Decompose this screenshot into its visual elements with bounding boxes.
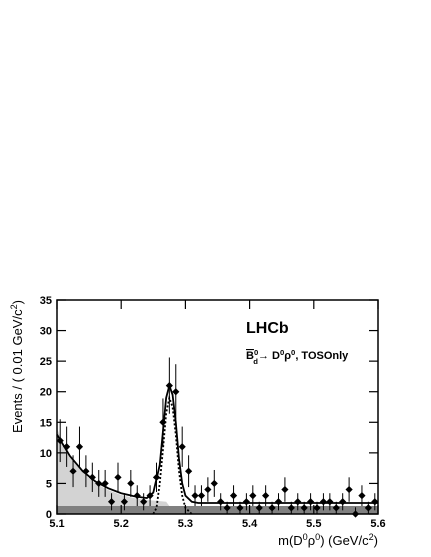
data-point xyxy=(268,504,276,512)
plot-frame xyxy=(56,299,379,515)
data-point xyxy=(204,485,212,494)
data-point xyxy=(223,504,231,512)
data-point xyxy=(152,473,161,481)
data-point xyxy=(326,498,334,506)
label-part: , TOSOnly xyxy=(295,350,349,362)
data-point xyxy=(88,473,96,481)
data-point xyxy=(120,498,129,506)
background-area xyxy=(57,428,170,514)
label-part: 0 xyxy=(291,348,295,357)
data-point xyxy=(319,498,328,506)
y-tick-label: 0 xyxy=(46,509,52,521)
x-tick-label: 5.1 xyxy=(49,518,64,530)
data-point xyxy=(249,492,257,500)
data-point xyxy=(262,492,270,500)
data-point xyxy=(101,479,109,488)
y-tick-label: 15 xyxy=(40,417,52,429)
data-point xyxy=(294,498,302,506)
data-point xyxy=(371,498,379,506)
data-point xyxy=(82,467,90,475)
data-point xyxy=(56,437,64,445)
label-part: 2 xyxy=(369,532,374,542)
data-point xyxy=(63,443,71,451)
data-point xyxy=(197,492,206,500)
data-point xyxy=(95,479,103,488)
x-tick-label: 5.4 xyxy=(242,518,258,530)
data-point xyxy=(255,504,263,512)
x-tick-label: 5.2 xyxy=(114,518,129,530)
data-point xyxy=(165,382,173,390)
x-axis-title: m(D0ρ0) (GeV/c2) xyxy=(278,532,378,548)
data-point xyxy=(159,418,167,426)
label-part: B xyxy=(246,350,254,362)
label-part: ) (GeV/c xyxy=(320,533,369,548)
label-part: ) xyxy=(374,533,378,548)
label-part: ) xyxy=(10,300,25,304)
data-point xyxy=(229,492,238,500)
data-point xyxy=(313,504,321,512)
label-part: d xyxy=(253,357,258,366)
data-point xyxy=(236,504,244,512)
data-point xyxy=(287,504,295,512)
label-part: Events / ( 0.01 GeV/c xyxy=(10,309,25,433)
data-point xyxy=(185,467,193,475)
data-point xyxy=(242,498,250,506)
data-point xyxy=(339,498,347,506)
label-part: ρ xyxy=(308,533,315,548)
x-tick-label: 5.5 xyxy=(306,518,321,530)
y-axis-title: Events / ( 0.01 GeV/c2) xyxy=(9,300,25,433)
data-point xyxy=(364,504,372,512)
y-tick-label: 20 xyxy=(40,387,52,399)
data-point xyxy=(345,485,353,494)
data-point xyxy=(210,479,218,488)
y-tick-label: 30 xyxy=(40,326,52,338)
data-point xyxy=(217,498,225,506)
data-point xyxy=(75,443,84,451)
y-tick-label: 5 xyxy=(46,478,52,490)
data-point xyxy=(114,473,122,481)
data-point xyxy=(172,388,180,396)
data-point xyxy=(127,479,135,488)
label-part: 2 xyxy=(9,304,19,309)
data-point xyxy=(358,492,366,500)
data-point xyxy=(178,443,186,451)
y-tick-label: 25 xyxy=(40,356,52,368)
data-point xyxy=(69,467,77,475)
label-part: → D xyxy=(258,350,280,362)
label-part: ρ xyxy=(284,350,291,362)
label-part: 0 xyxy=(303,532,308,542)
data-point xyxy=(133,492,141,500)
label-part: 0 xyxy=(280,348,284,357)
y-tick-label: 35 xyxy=(40,295,52,307)
label-part: 0 xyxy=(254,348,258,357)
data-point xyxy=(191,492,199,500)
x-tick-label: 5.3 xyxy=(178,518,193,530)
data-point xyxy=(332,504,340,512)
x-tick-label: 5.6 xyxy=(370,518,385,530)
data-point xyxy=(146,492,154,500)
data-point xyxy=(306,498,315,506)
experiment-label: LHCb xyxy=(246,320,289,337)
label-part: 0 xyxy=(315,532,320,542)
label-part: m(D xyxy=(278,533,303,548)
data-point xyxy=(274,498,283,506)
data-point xyxy=(140,498,148,506)
data-point xyxy=(281,485,289,494)
data-point xyxy=(107,498,116,506)
data-point xyxy=(300,504,308,512)
y-tick-label: 10 xyxy=(40,448,52,460)
decay-annotation: B0 d→ D0ρ0, TOSOnly xyxy=(246,348,349,366)
